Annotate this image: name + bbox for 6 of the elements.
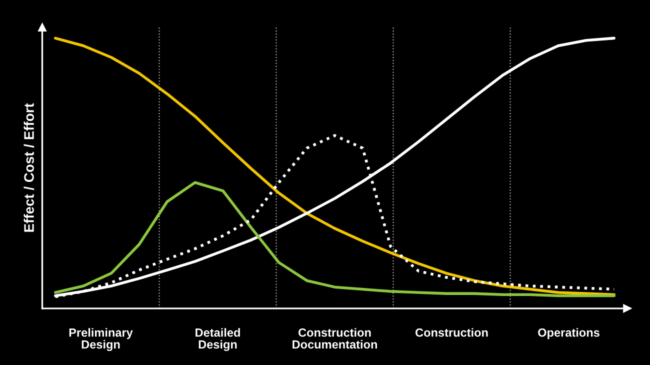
text: Construction bbox=[416, 328, 488, 337]
text: Construction Documentation bbox=[292, 328, 377, 349]
text: Detailed Design bbox=[196, 328, 240, 352]
text: Operations bbox=[538, 328, 600, 340]
text: Preliminary Design bbox=[69, 328, 133, 352]
y-axis-title: Effect / Cost / Effort bbox=[24, 103, 34, 232]
